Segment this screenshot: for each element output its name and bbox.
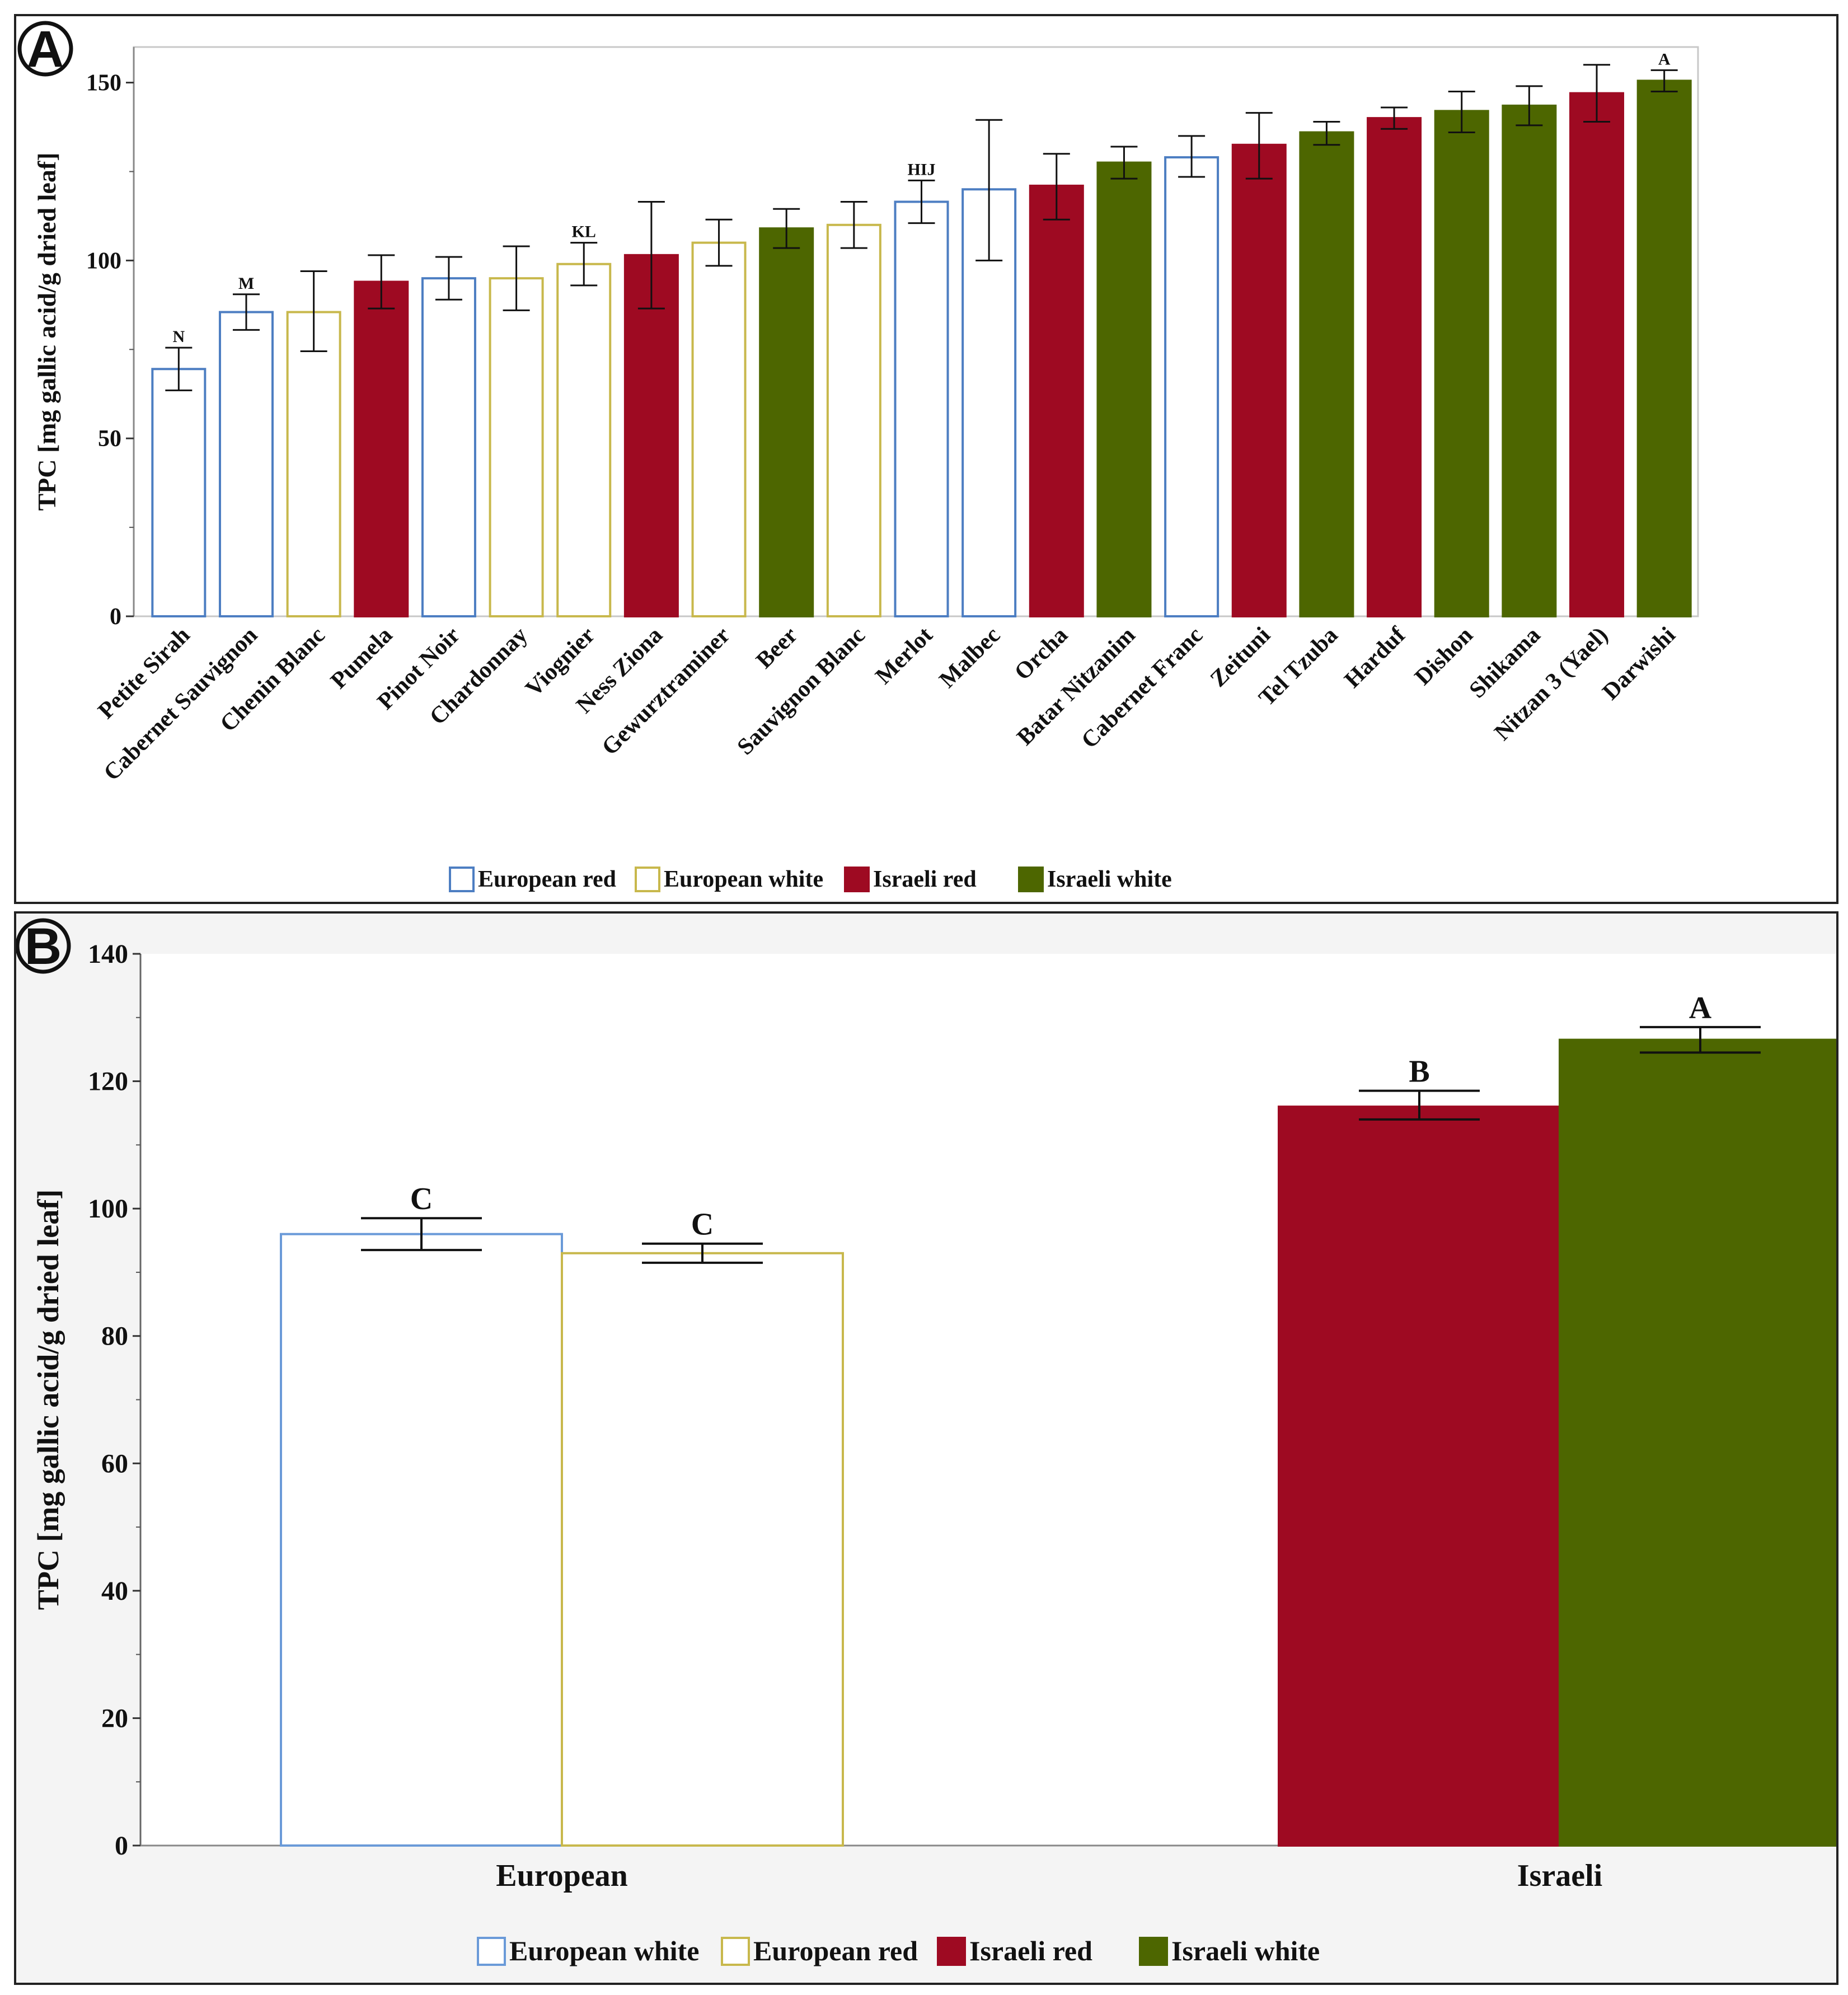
y-tick-label-a: 100 bbox=[86, 248, 121, 274]
y-tick-label-a: 150 bbox=[86, 71, 121, 96]
x-tick-label-a: Gewurztraminer bbox=[597, 622, 735, 761]
chart-a-legend-label: Israeli red bbox=[873, 867, 977, 892]
chart-a-legend-swatch bbox=[449, 867, 475, 892]
panel-b-badge: B bbox=[16, 918, 71, 975]
x-category-label-b: European bbox=[496, 1858, 627, 1893]
bar-a bbox=[1164, 156, 1220, 617]
bar-a bbox=[1299, 131, 1354, 618]
bar-a bbox=[1029, 184, 1084, 617]
sig-letter-b: B bbox=[1409, 1055, 1429, 1089]
bar-a bbox=[1636, 79, 1692, 617]
panel-a: A 0 50 100 150 TPC [mg gallic acid/g dried le… bbox=[14, 14, 1838, 904]
chart-a-svg: A 0 50 100 150 TPC [mg gallic acid/g dried le… bbox=[17, 21, 1699, 892]
x-tick-label-a: Dishon bbox=[1410, 622, 1478, 691]
bar-b bbox=[1278, 1106, 1561, 1847]
y-tick-label-b: 20 bbox=[101, 1703, 128, 1733]
panel-a-badge-letter: A bbox=[27, 21, 64, 78]
y-tick-label-b: 140 bbox=[88, 939, 128, 969]
chart-b-svg: B 0 20 40 60 80 100 120 140 TPC [mg gallic acid/g… bbox=[16, 918, 1836, 1966]
sig-letter-a: M bbox=[238, 274, 254, 293]
bar-b bbox=[561, 1252, 844, 1847]
chart-a-legend-label: European red bbox=[478, 867, 616, 892]
y-tick-label-b: 40 bbox=[101, 1576, 128, 1606]
sig-letter-a: N bbox=[172, 327, 185, 346]
bar-a bbox=[826, 223, 881, 617]
x-tick-label-a: Harduf bbox=[1340, 622, 1411, 693]
y-axis-label-a: TPC [mg gallic acid/g dried leaf] bbox=[32, 152, 61, 511]
sig-letter-b: C bbox=[410, 1182, 433, 1216]
bar-a bbox=[151, 368, 207, 617]
x-tick-label-a: Malbec bbox=[935, 622, 1006, 694]
x-tick-label-a: Sauvignon Blanc bbox=[733, 622, 870, 760]
bar-a bbox=[623, 254, 679, 617]
bar-b bbox=[1559, 1038, 1836, 1847]
y-tick-label-b: 100 bbox=[88, 1194, 128, 1224]
chart-b-legend-label: Israeli white bbox=[1171, 1935, 1320, 1966]
chart-a-legend: European red European white Israeli red Isr… bbox=[449, 867, 1172, 892]
bar-a bbox=[354, 280, 409, 617]
chart-a-legend-swatch bbox=[844, 867, 870, 892]
bar-a bbox=[1096, 161, 1152, 617]
chart-a-legend-swatch bbox=[1018, 867, 1044, 892]
bar-a bbox=[556, 263, 612, 617]
panel-b-badge-letter: B bbox=[25, 918, 62, 975]
panel-a-badge: A bbox=[17, 21, 73, 78]
y-tick-label-a: 50 bbox=[98, 426, 121, 452]
chart-a-legend-label: European white bbox=[664, 867, 823, 892]
y-tick-label-b: 0 bbox=[115, 1831, 128, 1861]
chart-b-legend: European white European red Israeli red Isr… bbox=[477, 1935, 1320, 1966]
bar-b bbox=[280, 1233, 563, 1847]
bar-a bbox=[421, 277, 476, 617]
bar-a bbox=[1231, 143, 1287, 617]
sig-letter-a: KL bbox=[572, 223, 596, 241]
bar-a bbox=[1434, 110, 1489, 618]
x-tick-label-a: Merlot bbox=[871, 622, 938, 690]
y-tick-label-b: 80 bbox=[101, 1322, 128, 1351]
bar-a bbox=[218, 311, 274, 617]
chart-a-legend-label: Israeli white bbox=[1047, 867, 1172, 892]
x-tick-label-a: Beer bbox=[751, 622, 803, 674]
chart-b-legend-swatch bbox=[477, 1937, 506, 1966]
chart-b-legend-label: European white bbox=[509, 1935, 699, 1966]
bar-a bbox=[691, 241, 747, 617]
chart-b-legend-label: European red bbox=[753, 1935, 918, 1966]
bar-a bbox=[1367, 117, 1422, 617]
sig-letter-b: C bbox=[691, 1207, 714, 1242]
x-tick-label-a: Darwishi bbox=[1598, 622, 1681, 705]
y-tick-label-b: 120 bbox=[88, 1067, 128, 1097]
bar-a bbox=[759, 227, 814, 617]
panel-b: B 0 20 40 60 80 100 120 140 TPC [mg gallic acid/g… bbox=[14, 911, 1838, 1985]
x-category-label-b: Israeli bbox=[1517, 1858, 1602, 1893]
bar-a bbox=[286, 311, 341, 617]
x-tick-label-a: Cabernet Franc bbox=[1077, 622, 1208, 754]
y-tick-label-a: 0 bbox=[110, 604, 121, 630]
y-tick-label-b: 60 bbox=[101, 1449, 128, 1478]
x-tick-label-a: Batar Nitzanim bbox=[1012, 622, 1140, 751]
sig-letter-b: A bbox=[1689, 991, 1712, 1025]
sig-letter-a: A bbox=[1658, 50, 1671, 68]
chart-b-legend-swatch bbox=[937, 1937, 966, 1966]
chart-b-legend-label: Israeli red bbox=[969, 1935, 1092, 1966]
bar-a bbox=[1569, 92, 1625, 618]
chart-b-legend-swatch bbox=[1139, 1937, 1168, 1966]
chart-b-legend-swatch bbox=[721, 1937, 750, 1966]
panel-a-badge-circle bbox=[17, 21, 73, 77]
sig-letter-a: HIJ bbox=[907, 160, 935, 179]
bar-a bbox=[1502, 104, 1557, 618]
y-axis-label-b: TPC [mg gallic acid/g dried leaf] bbox=[31, 1189, 65, 1610]
x-tick-label-a: Orcha bbox=[1010, 622, 1073, 686]
bar-a bbox=[894, 200, 949, 617]
bar-a bbox=[489, 277, 544, 617]
panel-b-badge-circle bbox=[16, 918, 71, 974]
chart-a-legend-swatch bbox=[635, 867, 660, 892]
